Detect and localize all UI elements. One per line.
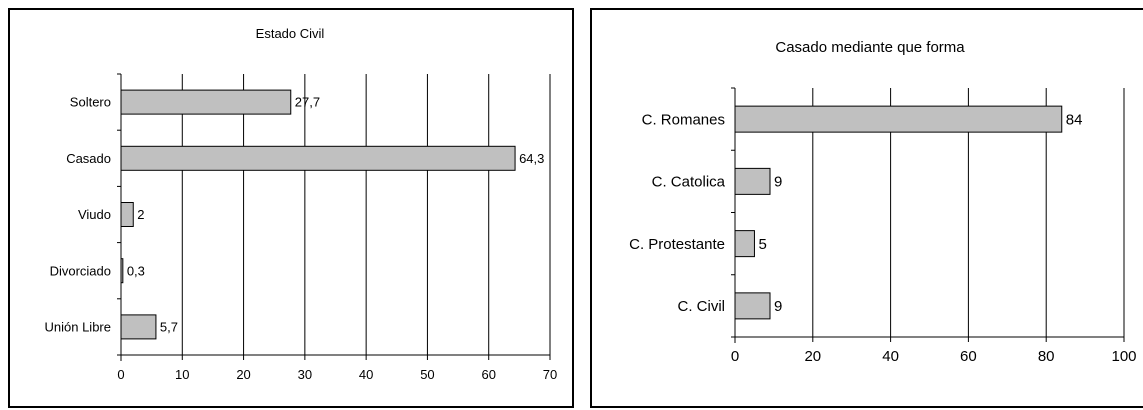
x-tick-label: 30 <box>298 367 312 382</box>
value-label: 0,3 <box>127 263 145 278</box>
category-label: Viudo <box>78 207 111 222</box>
value-label: 84 <box>1066 111 1083 128</box>
bar <box>120 202 134 227</box>
x-tick-label: 50 <box>420 367 434 382</box>
x-tick-label: 60 <box>960 348 977 365</box>
bar <box>734 105 1063 133</box>
chart-casado-forma: Casado mediante que forma 0 20 40 60 80 100 C. … <box>590 8 1143 408</box>
x-tick-label: 40 <box>882 348 899 365</box>
value-label: 9 <box>774 298 782 315</box>
x-tick-label: 80 <box>1038 348 1055 365</box>
value-label: 5,7 <box>160 319 178 334</box>
x-tick-label: 60 <box>481 367 495 382</box>
category-label: Casado <box>66 151 111 166</box>
bar <box>120 258 124 284</box>
category-label: Unión Libre <box>45 319 112 334</box>
category-label: C. Catolica <box>652 174 726 191</box>
value-label: 64,3 <box>519 151 544 166</box>
x-tick-label: 0 <box>731 348 739 365</box>
category-label: C. Protestante <box>629 236 725 253</box>
category-label: Soltero <box>70 95 111 110</box>
chart-title: Estado Civil <box>256 26 325 41</box>
category-label: C. Romanes <box>642 111 725 128</box>
bar <box>120 314 157 340</box>
category-label: Divorciado <box>50 263 111 278</box>
x-tick-label: 0 <box>117 367 124 382</box>
bar <box>734 167 771 195</box>
bar <box>734 230 755 258</box>
bar <box>120 145 516 171</box>
value-label: 5 <box>758 236 766 253</box>
value-label: 9 <box>774 174 782 191</box>
x-tick-label: 20 <box>804 348 821 365</box>
chart-casado-forma-svg: Casado mediante que forma 0 20 40 60 80 100 C. … <box>629 39 1136 365</box>
x-tick-label: 70 <box>543 367 557 382</box>
x-tick-label: 40 <box>359 367 373 382</box>
chart-estado-civil-svg: Estado Civil 0 10 20 30 40 50 60 70 Soltero 27,7 Ca… <box>45 26 558 382</box>
x-tick-label: 10 <box>175 367 189 382</box>
x-tick-label: 100 <box>1111 348 1136 365</box>
category-label: C. Civil <box>678 298 726 315</box>
x-tick-label: 20 <box>236 367 250 382</box>
value-label: 27,7 <box>295 95 320 110</box>
chart-estado-civil: Estado Civil 0 10 20 30 40 50 60 70 Soltero 27,7 Ca… <box>8 8 574 408</box>
bar <box>120 89 292 115</box>
value-label: 2 <box>137 207 144 222</box>
chart-title: Casado mediante que forma <box>775 39 965 56</box>
bar <box>734 292 771 320</box>
